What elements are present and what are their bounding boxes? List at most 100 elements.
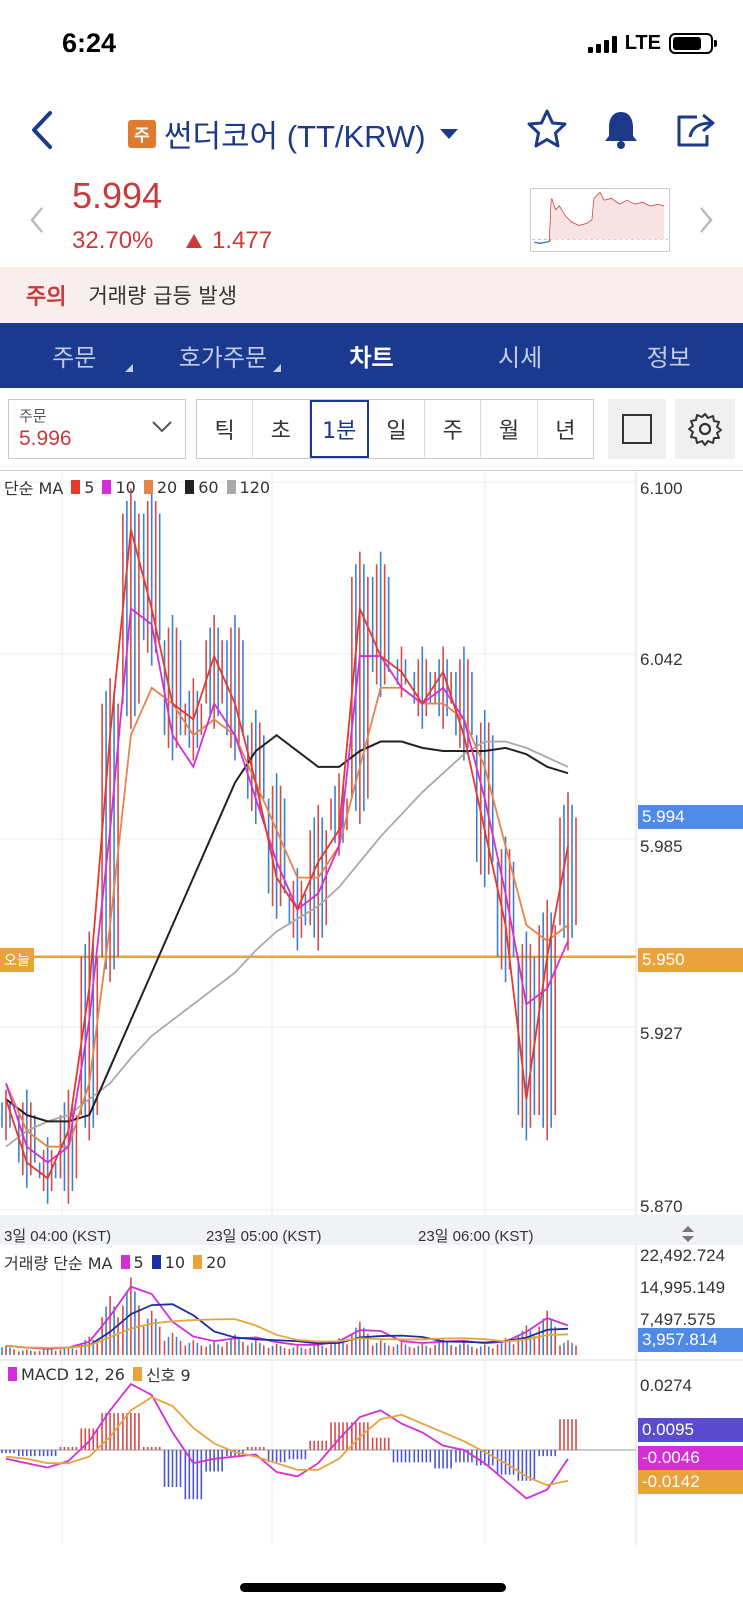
vol-ma20-label: 20 <box>206 1252 227 1272</box>
tab-quotes-label: 시세 <box>497 344 543 372</box>
macd-swatch <box>8 1367 17 1381</box>
period-tick[interactable]: 틱 <box>197 400 254 458</box>
order-price-value: 5.996 <box>19 427 72 450</box>
ma120-label: 120 <box>239 477 271 497</box>
x-axis-tick: 23일 05:00 (KST) <box>206 1228 322 1245</box>
chart-settings-button[interactable] <box>675 399 735 459</box>
market-badge: 주 <box>128 119 156 148</box>
resize-handle-icon[interactable] <box>680 1224 696 1244</box>
home-indicator[interactable] <box>240 1583 506 1592</box>
submenu-indicator-icon <box>273 364 282 372</box>
ma20-line <box>5 686 569 1148</box>
macd-line <box>5 1382 569 1500</box>
signal-label: 신호 9 <box>145 1366 191 1385</box>
ma60-line <box>5 733 569 1123</box>
price-legend-title: 단순 MA <box>4 479 64 498</box>
ma5-swatch <box>71 480 81 494</box>
ma120-swatch <box>226 480 236 494</box>
signal-swatch <box>132 1367 142 1381</box>
ma10-line <box>5 606 569 1164</box>
ma20-swatch <box>143 480 153 494</box>
volume-y-tick: 14,995.149 <box>640 1278 726 1297</box>
price-summary: 5.994 32.70% 1.477 <box>0 175 743 265</box>
period-year[interactable]: 년 <box>555 419 576 444</box>
chart-background <box>0 470 743 1550</box>
ma10-label: 10 <box>115 477 136 497</box>
volume-ma-legend: 거래량 단순 MA 5 10 20 <box>4 1250 226 1274</box>
asset-selector[interactable]: 주 썬더코어 (TT/KRW) <box>128 111 458 156</box>
ma10-swatch <box>102 480 112 494</box>
macd-label: MACD 12, 26 <box>21 1364 125 1384</box>
drawing-tool-button[interactable] <box>608 399 666 459</box>
share-icon[interactable] <box>673 107 717 151</box>
caution-label: 주의 <box>26 285 67 310</box>
period-day[interactable]: 일 <box>369 400 426 458</box>
vol-ma10-label: 10 <box>164 1252 186 1272</box>
star-icon[interactable] <box>525 107 569 151</box>
nav-header: 주 썬더코어 (TT/KRW) <box>0 95 743 167</box>
price-y-tick: 5.870 <box>640 1197 683 1216</box>
battery-icon <box>669 33 717 54</box>
caution-text: 거래량 급등 발생 <box>88 284 238 308</box>
tab-order[interactable]: 주문 <box>0 323 149 388</box>
vol-ma5-label: 5 <box>133 1252 144 1272</box>
change-amount-value: 1.477 <box>212 227 273 254</box>
status-bar: 6:24 LTE <box>0 0 743 90</box>
price-ma-legend: 단순 MA 5 10 20 60 120 <box>4 475 270 499</box>
current-price: 5.994 <box>72 175 163 216</box>
volume-legend-title: 거래량 단순 MA <box>4 1254 113 1273</box>
ma60-swatch <box>185 480 195 494</box>
ma60-label: 60 <box>198 477 219 497</box>
price-y-tick: 6.100 <box>640 479 683 498</box>
tab-orderbook-order[interactable]: 호가주문 <box>149 323 298 388</box>
period-week[interactable]: 주 <box>425 400 482 458</box>
price-y-tick: 6.042 <box>640 650 683 669</box>
tab-info[interactable]: 정보 <box>594 323 743 388</box>
tab-order-label: 주문 <box>52 344 97 372</box>
signal-line <box>5 1396 569 1487</box>
tab-info-label: 정보 <box>646 344 691 372</box>
volume-y-tick: 7,497.575 <box>640 1310 716 1329</box>
x-axis-band <box>0 1215 743 1245</box>
chart-canvas[interactable] <box>0 470 743 1550</box>
tab-chart-label: 차트 <box>349 344 394 372</box>
main-tabs: 주문 호가주문 차트 시세 정보 <box>0 323 743 388</box>
prev-asset-icon[interactable] <box>28 205 48 235</box>
submenu-indicator-icon <box>124 364 133 372</box>
volume-y-tick: 22,492.724 <box>640 1246 726 1265</box>
bell-icon[interactable] <box>599 107 643 151</box>
macd-legend: MACD 12, 26 신호 9 <box>4 1362 191 1386</box>
period-selector: 틱 초 1분 일 주 월 년 <box>196 399 594 459</box>
tab-chart[interactable]: 차트 <box>297 323 446 388</box>
volume-ma-line <box>5 1303 569 1349</box>
price-y-tick: 5.985 <box>640 837 683 856</box>
chart-toolbar: 주문 5.996 틱 초 1분 일 주 월 년 <box>0 395 743 463</box>
period-1min[interactable]: 1분 <box>309 400 369 458</box>
x-axis-tick: 3일 04:00 (KST) <box>4 1228 112 1245</box>
chart-area[interactable]: 단순 MA 5 10 20 60 120 6.100 6.042 5.985 5… <box>0 470 743 1550</box>
signal-line-tag: -0.0142 <box>638 1470 743 1494</box>
macd-y-tick: 0.0274 <box>640 1376 692 1395</box>
mini-chart[interactable] <box>530 188 670 252</box>
period-month[interactable]: 월 <box>481 400 538 458</box>
up-triangle-icon <box>186 234 202 248</box>
vol-ma10-swatch <box>151 1255 161 1269</box>
today-open-tag: 5.950 <box>638 948 743 972</box>
tab-quotes[interactable]: 시세 <box>446 323 595 388</box>
status-right: LTE <box>587 32 717 55</box>
period-second[interactable]: 초 <box>253 400 310 458</box>
signal-icon <box>587 35 617 53</box>
ma5-line <box>5 529 569 1180</box>
next-asset-icon[interactable] <box>695 205 715 235</box>
caution-banner: 주의 거래량 급등 발생 <box>0 267 743 323</box>
ma20-label: 20 <box>156 477 178 497</box>
status-time: 6:24 <box>62 28 117 58</box>
back-icon[interactable] <box>22 105 62 155</box>
current-volume-tag: 3,957.814 <box>638 1328 743 1352</box>
current-price-tag: 5.994 <box>638 805 743 829</box>
order-price-dropdown[interactable]: 주문 5.996 <box>8 399 186 459</box>
network-label: LTE <box>624 32 661 54</box>
change-amount: 1.477 <box>186 227 272 255</box>
square-icon <box>622 414 652 444</box>
chevron-down-icon <box>152 421 172 433</box>
